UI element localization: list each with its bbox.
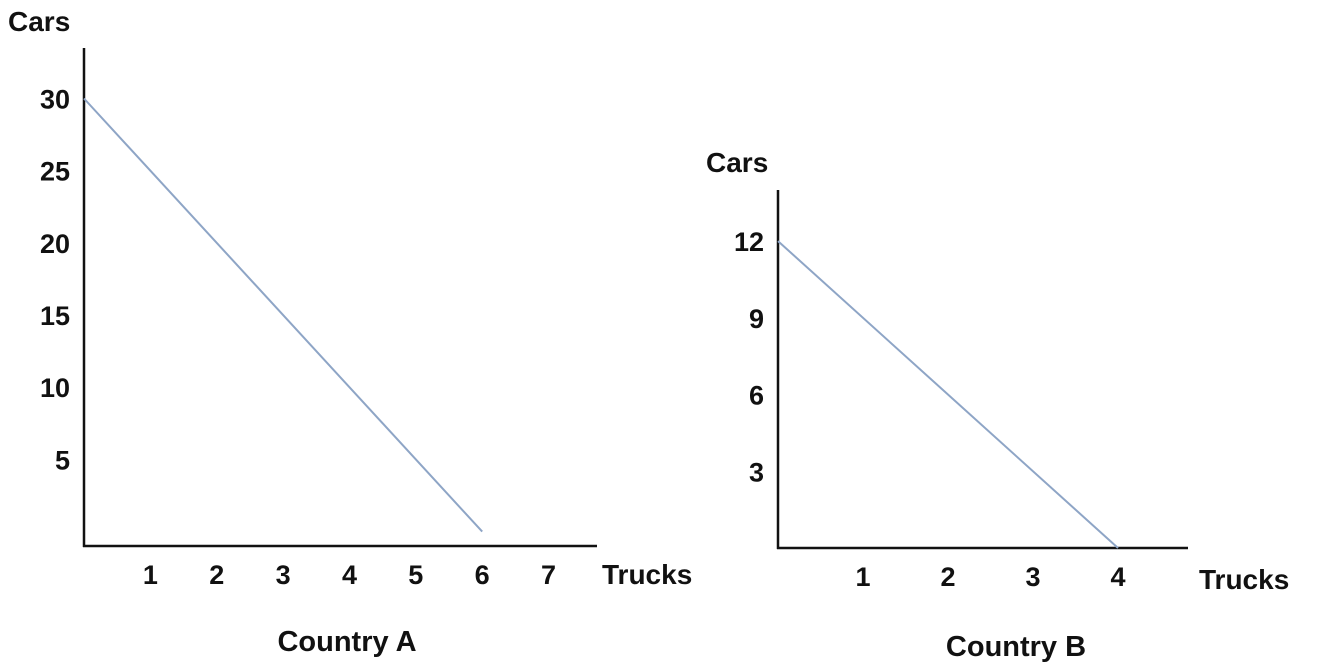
- country-a-x-tick-labels: 1 2 3 4 5 6 7: [143, 560, 556, 590]
- country-b-x-axis-title: Trucks: [1199, 564, 1289, 595]
- country-a-x-tick-label: 5: [408, 560, 423, 590]
- country-a-y-tick-label: 25: [40, 157, 70, 187]
- country-b-y-axis-title: Cars: [706, 147, 768, 178]
- country-b-y-tick-labels: 3 6 9 12: [734, 227, 764, 487]
- country-b-y-tick-label: 9: [749, 304, 764, 334]
- country-b-x-tick-label: 4: [1110, 562, 1125, 592]
- country-b-x-tick-label: 3: [1025, 562, 1040, 592]
- country-a-x-tick-label: 1: [143, 560, 158, 590]
- country-a-y-tick-label: 20: [40, 229, 70, 259]
- country-a-y-axis-title: Cars: [8, 6, 70, 37]
- country-a-x-tick-label: 2: [209, 560, 224, 590]
- country-b-x-tick-label: 2: [940, 562, 955, 592]
- country-a-production-possibility-line: [83, 97, 483, 533]
- country-b-production-possibility-line: [777, 240, 1119, 549]
- country-a-chart-title: Country A: [277, 626, 416, 658]
- country-b-y-tick-label: 3: [749, 457, 764, 487]
- country-b-y-tick-label: 12: [734, 227, 764, 257]
- country-a-x-tick-label: 3: [276, 560, 291, 590]
- country-a-y-tick-label: 5: [55, 445, 70, 475]
- country-a-x-tick-label: 4: [342, 560, 357, 590]
- country-a-x-tick-label: 6: [475, 560, 490, 590]
- country-a-y-tick-label: 15: [40, 301, 70, 331]
- country-a-x-tick-label: 7: [541, 560, 556, 590]
- country-b-y-tick-label: 6: [749, 381, 764, 411]
- country-b-series: [777, 240, 1119, 549]
- country-b-x-tick-label: 1: [855, 562, 870, 592]
- country-a-y-tick-labels: 5 10 15 20 25 30: [40, 85, 70, 476]
- country-a-y-tick-label: 30: [40, 85, 70, 115]
- chart-country-a: Cars Trucks 5 10 15 20 25 30 1 2 3 4 5 6 7 Country …: [8, 6, 692, 658]
- country-b-chart-title: Country B: [946, 631, 1086, 663]
- country-a-series: [83, 97, 483, 533]
- country-a-y-tick-label: 10: [40, 373, 70, 403]
- country-a-x-axis-title: Trucks: [602, 559, 692, 590]
- country-b-x-tick-labels: 1 2 3 4: [855, 562, 1125, 592]
